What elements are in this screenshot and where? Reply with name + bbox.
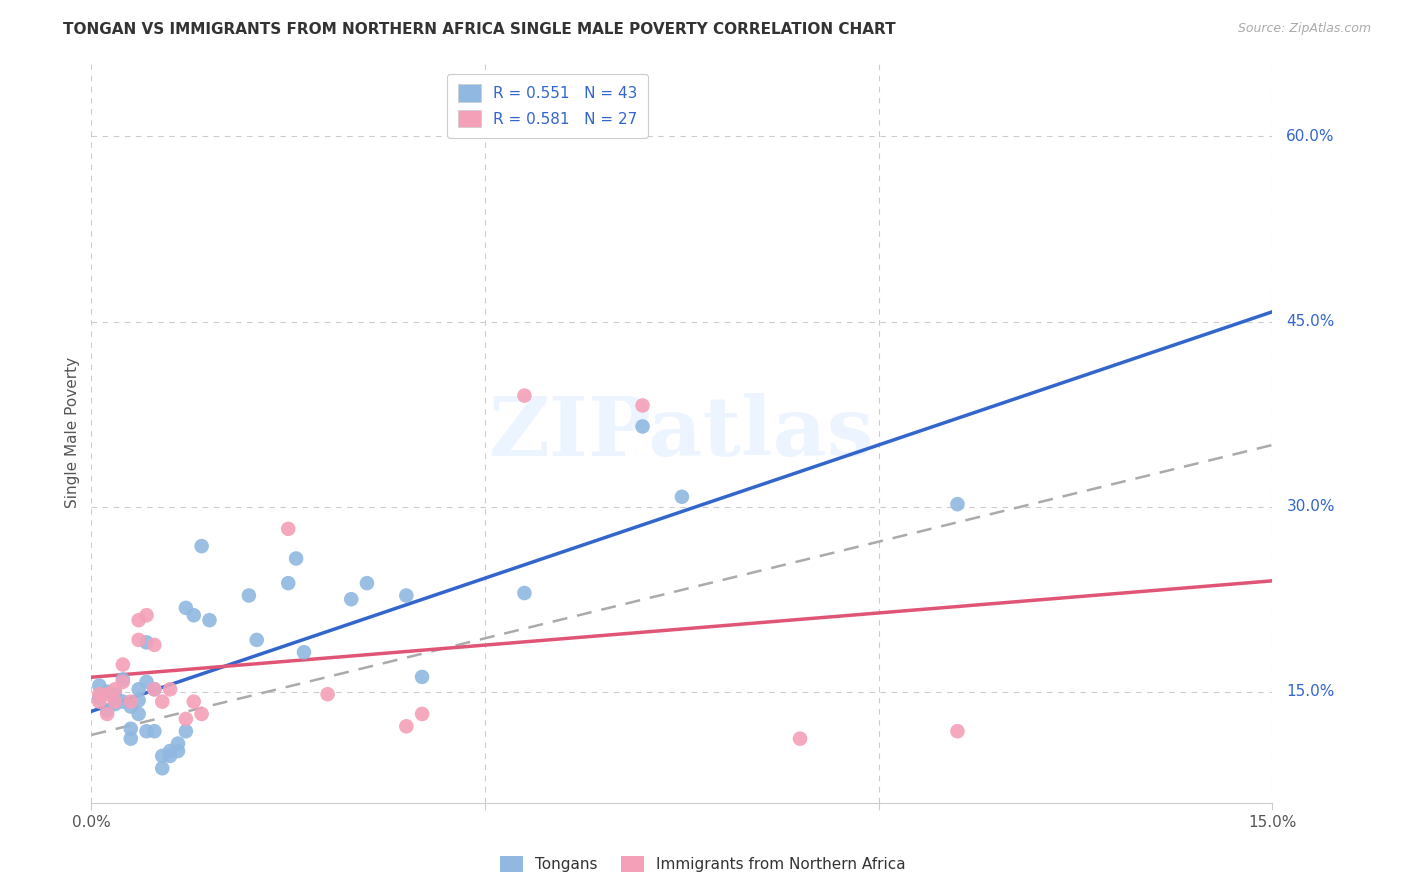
Point bbox=[285, 551, 308, 566]
Point bbox=[111, 657, 134, 672]
Point bbox=[159, 748, 181, 763]
Point bbox=[96, 687, 118, 701]
Point bbox=[128, 613, 150, 627]
Text: Source: ZipAtlas.com: Source: ZipAtlas.com bbox=[1237, 22, 1371, 36]
Point bbox=[159, 744, 181, 758]
Point bbox=[120, 699, 142, 714]
Point bbox=[135, 608, 157, 623]
Point bbox=[150, 761, 173, 775]
Text: 45.0%: 45.0% bbox=[1286, 314, 1334, 329]
Point bbox=[143, 638, 166, 652]
Point bbox=[356, 576, 378, 591]
Point bbox=[143, 682, 166, 697]
Point bbox=[946, 497, 969, 511]
Point bbox=[89, 679, 111, 693]
Point bbox=[246, 632, 269, 647]
Point bbox=[150, 695, 173, 709]
Point bbox=[135, 635, 157, 649]
Point bbox=[316, 687, 339, 701]
Point bbox=[395, 589, 418, 603]
Point bbox=[135, 724, 157, 739]
Point bbox=[135, 674, 157, 689]
Legend: Tongans, Immigrants from Northern Africa: Tongans, Immigrants from Northern Africa bbox=[492, 848, 914, 880]
Point bbox=[143, 724, 166, 739]
Point bbox=[96, 685, 118, 699]
Point bbox=[128, 682, 150, 697]
Point bbox=[190, 706, 212, 721]
Point bbox=[104, 697, 127, 711]
Point bbox=[111, 673, 134, 687]
Legend: R = 0.551   N = 43, R = 0.581   N = 27: R = 0.551 N = 43, R = 0.581 N = 27 bbox=[447, 74, 648, 138]
Point bbox=[128, 693, 150, 707]
Point bbox=[789, 731, 811, 746]
Point bbox=[395, 719, 418, 733]
Point bbox=[167, 737, 190, 751]
Point bbox=[411, 706, 433, 721]
Point bbox=[340, 592, 363, 607]
Point bbox=[190, 539, 212, 553]
Y-axis label: Single Male Poverty: Single Male Poverty bbox=[65, 357, 80, 508]
Text: ZIPatlas: ZIPatlas bbox=[489, 392, 875, 473]
Point bbox=[104, 695, 127, 709]
Text: 30.0%: 30.0% bbox=[1286, 500, 1334, 514]
Point bbox=[89, 690, 111, 705]
Point bbox=[150, 748, 173, 763]
Point bbox=[946, 724, 969, 739]
Point bbox=[104, 682, 127, 697]
Point bbox=[104, 687, 127, 701]
Point bbox=[89, 695, 111, 709]
Text: TONGAN VS IMMIGRANTS FROM NORTHERN AFRICA SINGLE MALE POVERTY CORRELATION CHART: TONGAN VS IMMIGRANTS FROM NORTHERN AFRIC… bbox=[63, 22, 896, 37]
Point bbox=[513, 586, 536, 600]
Point bbox=[238, 589, 260, 603]
Text: 15.0%: 15.0% bbox=[1286, 684, 1334, 699]
Point bbox=[167, 744, 190, 758]
Point bbox=[159, 682, 181, 697]
Point bbox=[120, 722, 142, 736]
Point bbox=[120, 695, 142, 709]
Point bbox=[174, 712, 197, 726]
Point bbox=[198, 613, 221, 627]
Point bbox=[120, 731, 142, 746]
Point bbox=[292, 645, 315, 659]
Point bbox=[174, 724, 197, 739]
Text: 60.0%: 60.0% bbox=[1286, 129, 1334, 144]
Point bbox=[111, 674, 134, 689]
Point bbox=[96, 703, 118, 717]
Point bbox=[143, 682, 166, 697]
Point bbox=[111, 695, 134, 709]
Point bbox=[277, 522, 299, 536]
Point bbox=[671, 490, 693, 504]
Point bbox=[183, 608, 205, 623]
Point bbox=[128, 632, 150, 647]
Point bbox=[631, 399, 654, 413]
Point bbox=[513, 389, 536, 403]
Point bbox=[411, 670, 433, 684]
Point bbox=[183, 695, 205, 709]
Point bbox=[128, 706, 150, 721]
Point bbox=[174, 600, 197, 615]
Point bbox=[277, 576, 299, 591]
Point bbox=[96, 706, 118, 721]
Point bbox=[89, 687, 111, 701]
Point bbox=[631, 419, 654, 434]
